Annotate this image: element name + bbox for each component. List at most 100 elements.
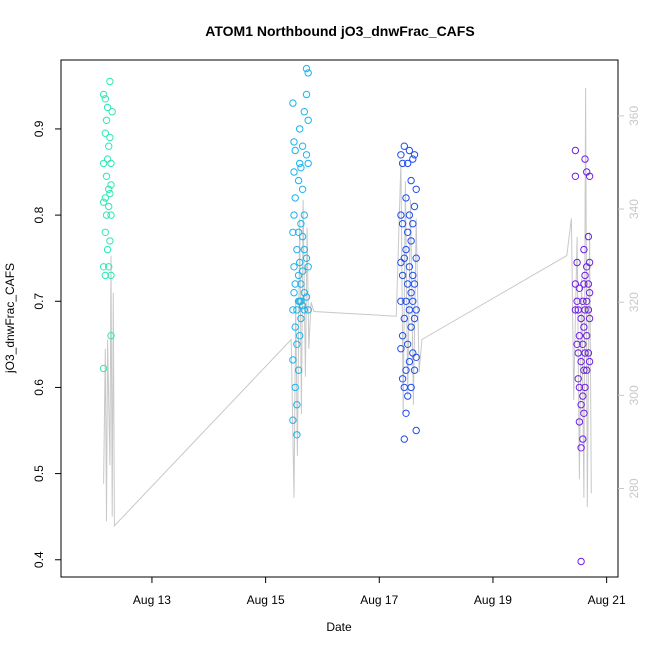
data-point bbox=[412, 254, 420, 262]
data-point bbox=[298, 142, 307, 150]
data-point bbox=[297, 220, 305, 228]
data-point bbox=[410, 202, 419, 211]
data-point bbox=[405, 357, 414, 366]
data-point bbox=[404, 228, 412, 237]
data-point bbox=[577, 444, 585, 452]
data-point bbox=[579, 392, 587, 400]
data-point bbox=[102, 116, 111, 125]
data-point bbox=[400, 435, 408, 443]
data-point bbox=[584, 232, 593, 241]
data-point bbox=[297, 280, 305, 288]
data-point bbox=[298, 232, 307, 241]
data-point bbox=[293, 306, 301, 314]
data-point bbox=[571, 146, 580, 155]
data-point bbox=[290, 263, 298, 271]
data-point bbox=[573, 340, 581, 348]
data-point bbox=[583, 332, 591, 340]
data-point bbox=[103, 155, 112, 163]
data-point bbox=[577, 314, 585, 323]
data-point bbox=[402, 245, 410, 254]
data-point bbox=[407, 176, 415, 185]
data-point bbox=[293, 401, 301, 409]
y2-tick-label: 340 bbox=[627, 199, 641, 219]
data-point bbox=[581, 271, 589, 280]
data-point bbox=[298, 185, 307, 194]
data-point bbox=[585, 289, 594, 297]
data-point bbox=[103, 245, 112, 254]
data-point bbox=[108, 108, 116, 116]
data-point bbox=[99, 159, 108, 168]
data-point bbox=[412, 306, 420, 314]
data-point bbox=[297, 164, 305, 172]
data-point bbox=[300, 108, 308, 116]
data-point bbox=[291, 323, 299, 331]
data-point bbox=[289, 416, 297, 424]
data-point bbox=[577, 557, 585, 566]
y2-tick-label: 320 bbox=[627, 292, 641, 312]
y-tick-label: 0.6 bbox=[32, 379, 46, 396]
data-point bbox=[580, 323, 588, 331]
x-axis: Aug 13 Aug 15 Aug 17 Aug 19 Aug 21 bbox=[133, 577, 626, 607]
data-point bbox=[402, 409, 410, 417]
data-point bbox=[580, 280, 588, 288]
data-point bbox=[404, 159, 412, 168]
data-point bbox=[297, 297, 305, 305]
data-point bbox=[581, 155, 589, 163]
data-point bbox=[99, 364, 108, 373]
data-point bbox=[405, 263, 414, 271]
series-group bbox=[289, 64, 312, 439]
chart-title: ATOM1 Northbound jO3_dnwFrac_CAFS bbox=[205, 23, 474, 39]
data-point bbox=[291, 280, 299, 288]
data-point bbox=[106, 189, 114, 198]
plot-frame bbox=[60, 59, 619, 578]
series-group bbox=[571, 146, 594, 566]
data-point bbox=[571, 280, 580, 288]
data-point bbox=[584, 280, 593, 288]
x-tick-label: Aug 17 bbox=[360, 593, 398, 607]
data-point bbox=[105, 263, 113, 271]
data-point bbox=[300, 306, 308, 314]
data-point bbox=[99, 90, 108, 99]
data-point bbox=[293, 245, 301, 254]
data-point bbox=[397, 211, 405, 219]
secondary-line bbox=[103, 87, 592, 528]
data-point bbox=[581, 306, 589, 314]
data-point bbox=[101, 129, 110, 137]
data-point bbox=[585, 314, 594, 323]
data-point bbox=[584, 306, 593, 314]
data-point bbox=[294, 228, 303, 237]
y-tick-label: 0.5 bbox=[32, 465, 46, 482]
data-point bbox=[106, 133, 114, 142]
data-point bbox=[571, 306, 580, 314]
y-tick-label: 0.4 bbox=[32, 551, 46, 568]
data-point bbox=[294, 176, 303, 185]
data-point bbox=[409, 220, 417, 228]
data-point bbox=[402, 194, 410, 202]
data-point bbox=[400, 254, 408, 262]
data-point bbox=[398, 271, 407, 280]
data-point bbox=[400, 142, 408, 150]
data-point bbox=[575, 383, 584, 392]
data-point bbox=[579, 340, 587, 348]
x-axis-label: Date bbox=[326, 620, 352, 634]
data-point bbox=[107, 211, 115, 219]
data-point bbox=[289, 356, 297, 364]
data-point bbox=[410, 366, 419, 374]
data-point bbox=[289, 228, 297, 237]
data-point bbox=[105, 202, 113, 211]
data-point bbox=[102, 211, 111, 219]
data-point bbox=[397, 151, 405, 159]
data-point bbox=[304, 69, 312, 77]
y-tick-label: 0.7 bbox=[32, 293, 46, 310]
y-axis-label: jO3_dnwFrac_CAFS bbox=[3, 263, 17, 374]
data-point bbox=[571, 172, 580, 181]
data-point bbox=[585, 172, 594, 181]
data-point bbox=[289, 306, 297, 314]
data-point bbox=[294, 271, 303, 280]
y2-tick-label: 300 bbox=[627, 385, 641, 405]
data-point bbox=[404, 340, 412, 348]
data-point bbox=[412, 426, 420, 435]
data-point bbox=[102, 172, 111, 181]
x-tick-label: Aug 21 bbox=[588, 593, 626, 607]
